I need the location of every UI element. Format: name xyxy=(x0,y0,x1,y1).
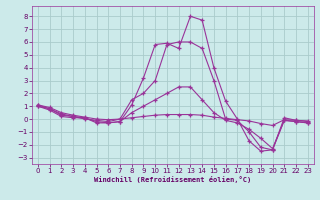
X-axis label: Windchill (Refroidissement éolien,°C): Windchill (Refroidissement éolien,°C) xyxy=(94,176,252,183)
